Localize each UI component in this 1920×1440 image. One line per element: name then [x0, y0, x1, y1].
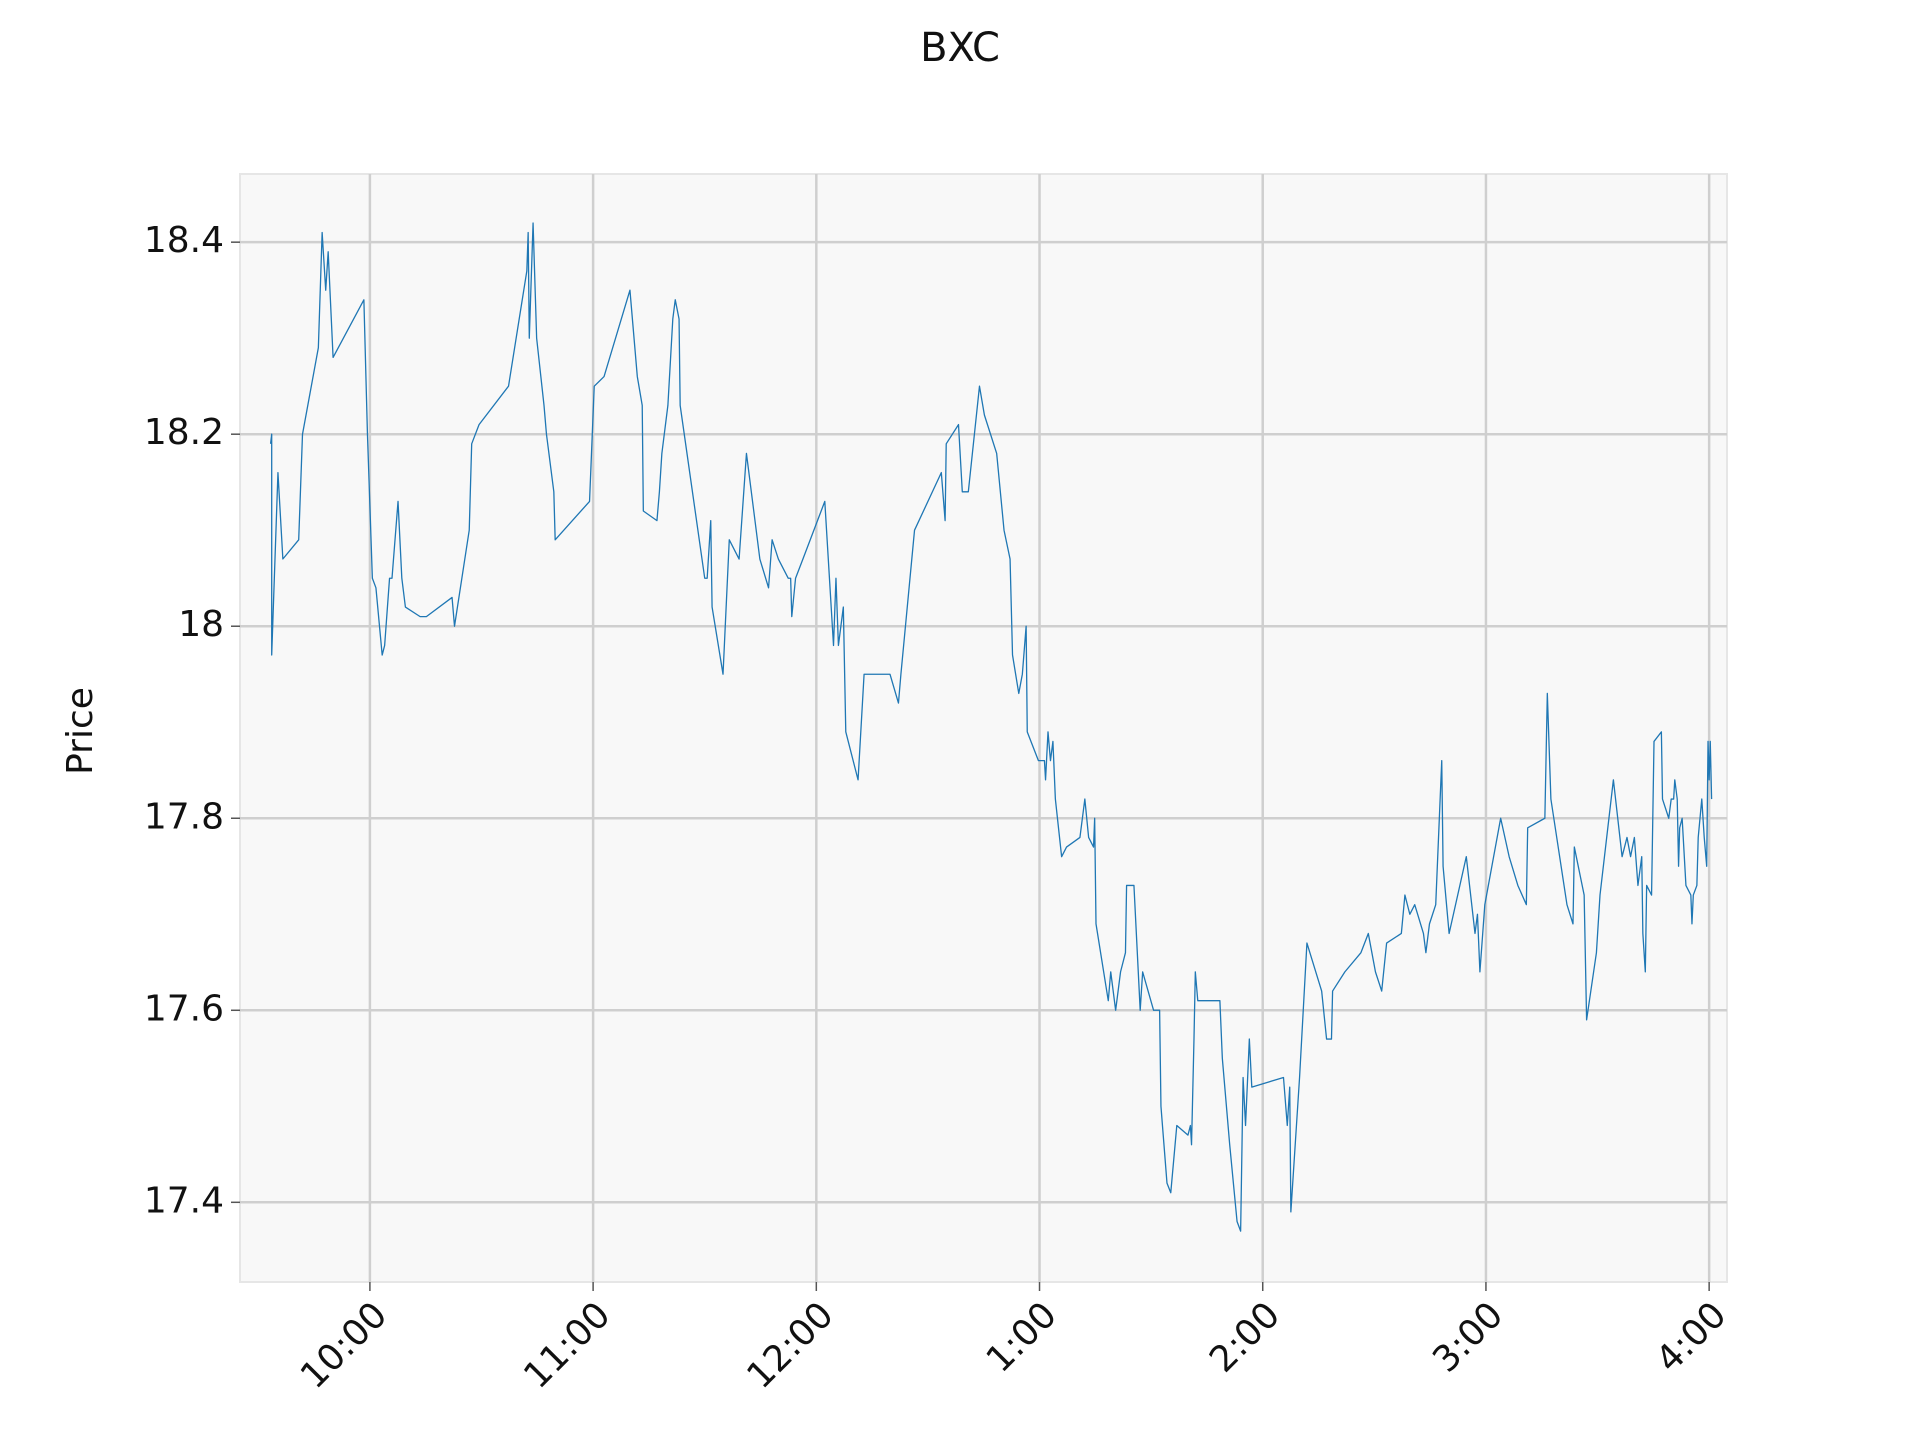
y-tick-label: 18.4	[144, 220, 224, 261]
x-tick-label: 11:00	[516, 1294, 618, 1396]
x-tick-label: 4:00	[1648, 1294, 1734, 1380]
x-tick-label: 1:00	[979, 1294, 1065, 1380]
y-axis-label: Price	[60, 687, 101, 775]
y-tick-label: 17.4	[144, 1180, 224, 1221]
x-tick-label: 12:00	[739, 1294, 841, 1396]
x-tick-label: 3:00	[1425, 1294, 1511, 1380]
y-tick-label: 18.2	[144, 412, 224, 453]
x-tick-label: 10:00	[293, 1294, 395, 1396]
y-tick-label: 17.8	[144, 796, 224, 837]
plot-area	[239, 173, 1728, 1283]
chart-title: BXC	[920, 25, 1000, 71]
y-tick-label: 17.6	[144, 988, 224, 1029]
y-tick-label: 18	[178, 604, 224, 645]
price-line	[269, 222, 1713, 1232]
x-tick-label: 2:00	[1202, 1294, 1288, 1380]
